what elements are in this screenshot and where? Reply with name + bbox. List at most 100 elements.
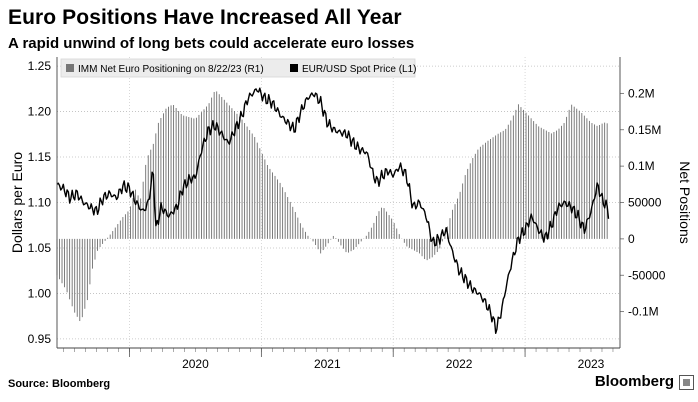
position-bar (119, 220, 121, 239)
position-bar (137, 195, 139, 239)
position-bar (436, 238, 438, 253)
position-bar (381, 207, 382, 239)
year-label: 2021 (314, 357, 341, 371)
position-bar (256, 142, 258, 239)
position-bar (165, 108, 167, 239)
position-bar (502, 130, 504, 239)
position-bar (495, 135, 497, 239)
position-bar (421, 238, 423, 257)
left-axis-title: Dollars per Euro (9, 152, 25, 253)
position-bar (195, 117, 197, 239)
position-bar (492, 137, 494, 239)
position-bar (127, 211, 129, 239)
position-bar (398, 234, 400, 239)
position-bar (523, 109, 524, 239)
right-tick-label: 0.1M (628, 159, 655, 173)
left-tick-label: 0.95 (28, 332, 52, 346)
position-bar (226, 102, 228, 239)
year-label: 2022 (446, 357, 473, 371)
position-bar (553, 131, 555, 239)
position-bar (201, 112, 202, 239)
position-bar (545, 130, 547, 239)
position-bar (568, 109, 570, 239)
position-bar (454, 204, 456, 239)
position-bar (216, 91, 218, 239)
year-label: 2020 (182, 357, 209, 371)
position-bar (373, 222, 375, 239)
position-bar (406, 238, 408, 247)
position-bar (472, 158, 474, 239)
right-tick-label: 0.15M (628, 123, 661, 137)
position-bar (155, 133, 157, 239)
position-bar (193, 118, 195, 239)
position-bar (320, 238, 322, 254)
position-bar (236, 113, 238, 239)
position-bar (269, 168, 271, 239)
position-bar (241, 119, 243, 239)
position-bar (434, 238, 436, 255)
position-bar (424, 238, 426, 260)
position-bar (581, 113, 583, 239)
position-bar (543, 129, 545, 239)
position-bar (74, 238, 76, 313)
position-bar (185, 116, 187, 239)
position-bar (287, 197, 289, 239)
position-bar (206, 106, 207, 239)
position-bar (150, 149, 152, 239)
position-bar (365, 235, 367, 239)
position-bar (482, 144, 484, 239)
spot-price-line (56, 87, 610, 334)
position-bar (403, 238, 405, 243)
position-bar (59, 238, 60, 280)
year-label: 2023 (578, 357, 605, 371)
position-bar (109, 234, 111, 239)
position-bar (426, 238, 428, 261)
position-bar (76, 238, 78, 317)
position-bar (431, 238, 433, 258)
position-bar (497, 133, 499, 239)
position-bar (294, 212, 296, 239)
position-bar (69, 238, 71, 300)
position-bar (102, 238, 104, 244)
source-note: Source: Bloomberg (8, 378, 111, 390)
chart-title: Euro Positions Have Increased All Year (8, 6, 402, 29)
position-bar (533, 121, 535, 239)
position-bar (168, 106, 169, 239)
position-bar (170, 105, 172, 239)
position-bar (538, 126, 540, 239)
position-bar (145, 164, 147, 239)
position-bar (104, 238, 106, 241)
position-bar (218, 94, 220, 239)
position-bar (66, 238, 68, 293)
position-bar (550, 133, 552, 239)
position-bar (561, 125, 562, 239)
position-bar (393, 222, 395, 239)
position-bar (411, 238, 413, 250)
position-bar (485, 142, 486, 239)
legend-label-positioning: IMM Net Euro Positioning on 8/22/23 (R1) (78, 64, 264, 75)
position-bar (71, 238, 73, 307)
position-bar (408, 238, 410, 248)
position-bar (507, 124, 509, 239)
position-bar (221, 97, 223, 239)
position-bar (152, 143, 154, 239)
position-bar (208, 103, 210, 239)
position-bar (355, 238, 357, 247)
position-bar (89, 238, 91, 285)
position-bar (457, 198, 459, 239)
position-bar (297, 217, 299, 239)
position-bar (396, 228, 398, 239)
position-bar (477, 149, 479, 239)
position-bar (350, 238, 352, 252)
position-bar (135, 189, 137, 239)
position-bar (175, 108, 177, 239)
position-bar (99, 238, 101, 248)
position-bar (345, 238, 347, 253)
position-bar (284, 192, 286, 239)
position-bar (160, 117, 162, 239)
position-bar (591, 123, 593, 239)
position-bar (512, 115, 514, 239)
position-bar (505, 128, 507, 239)
position-bar (274, 175, 276, 239)
